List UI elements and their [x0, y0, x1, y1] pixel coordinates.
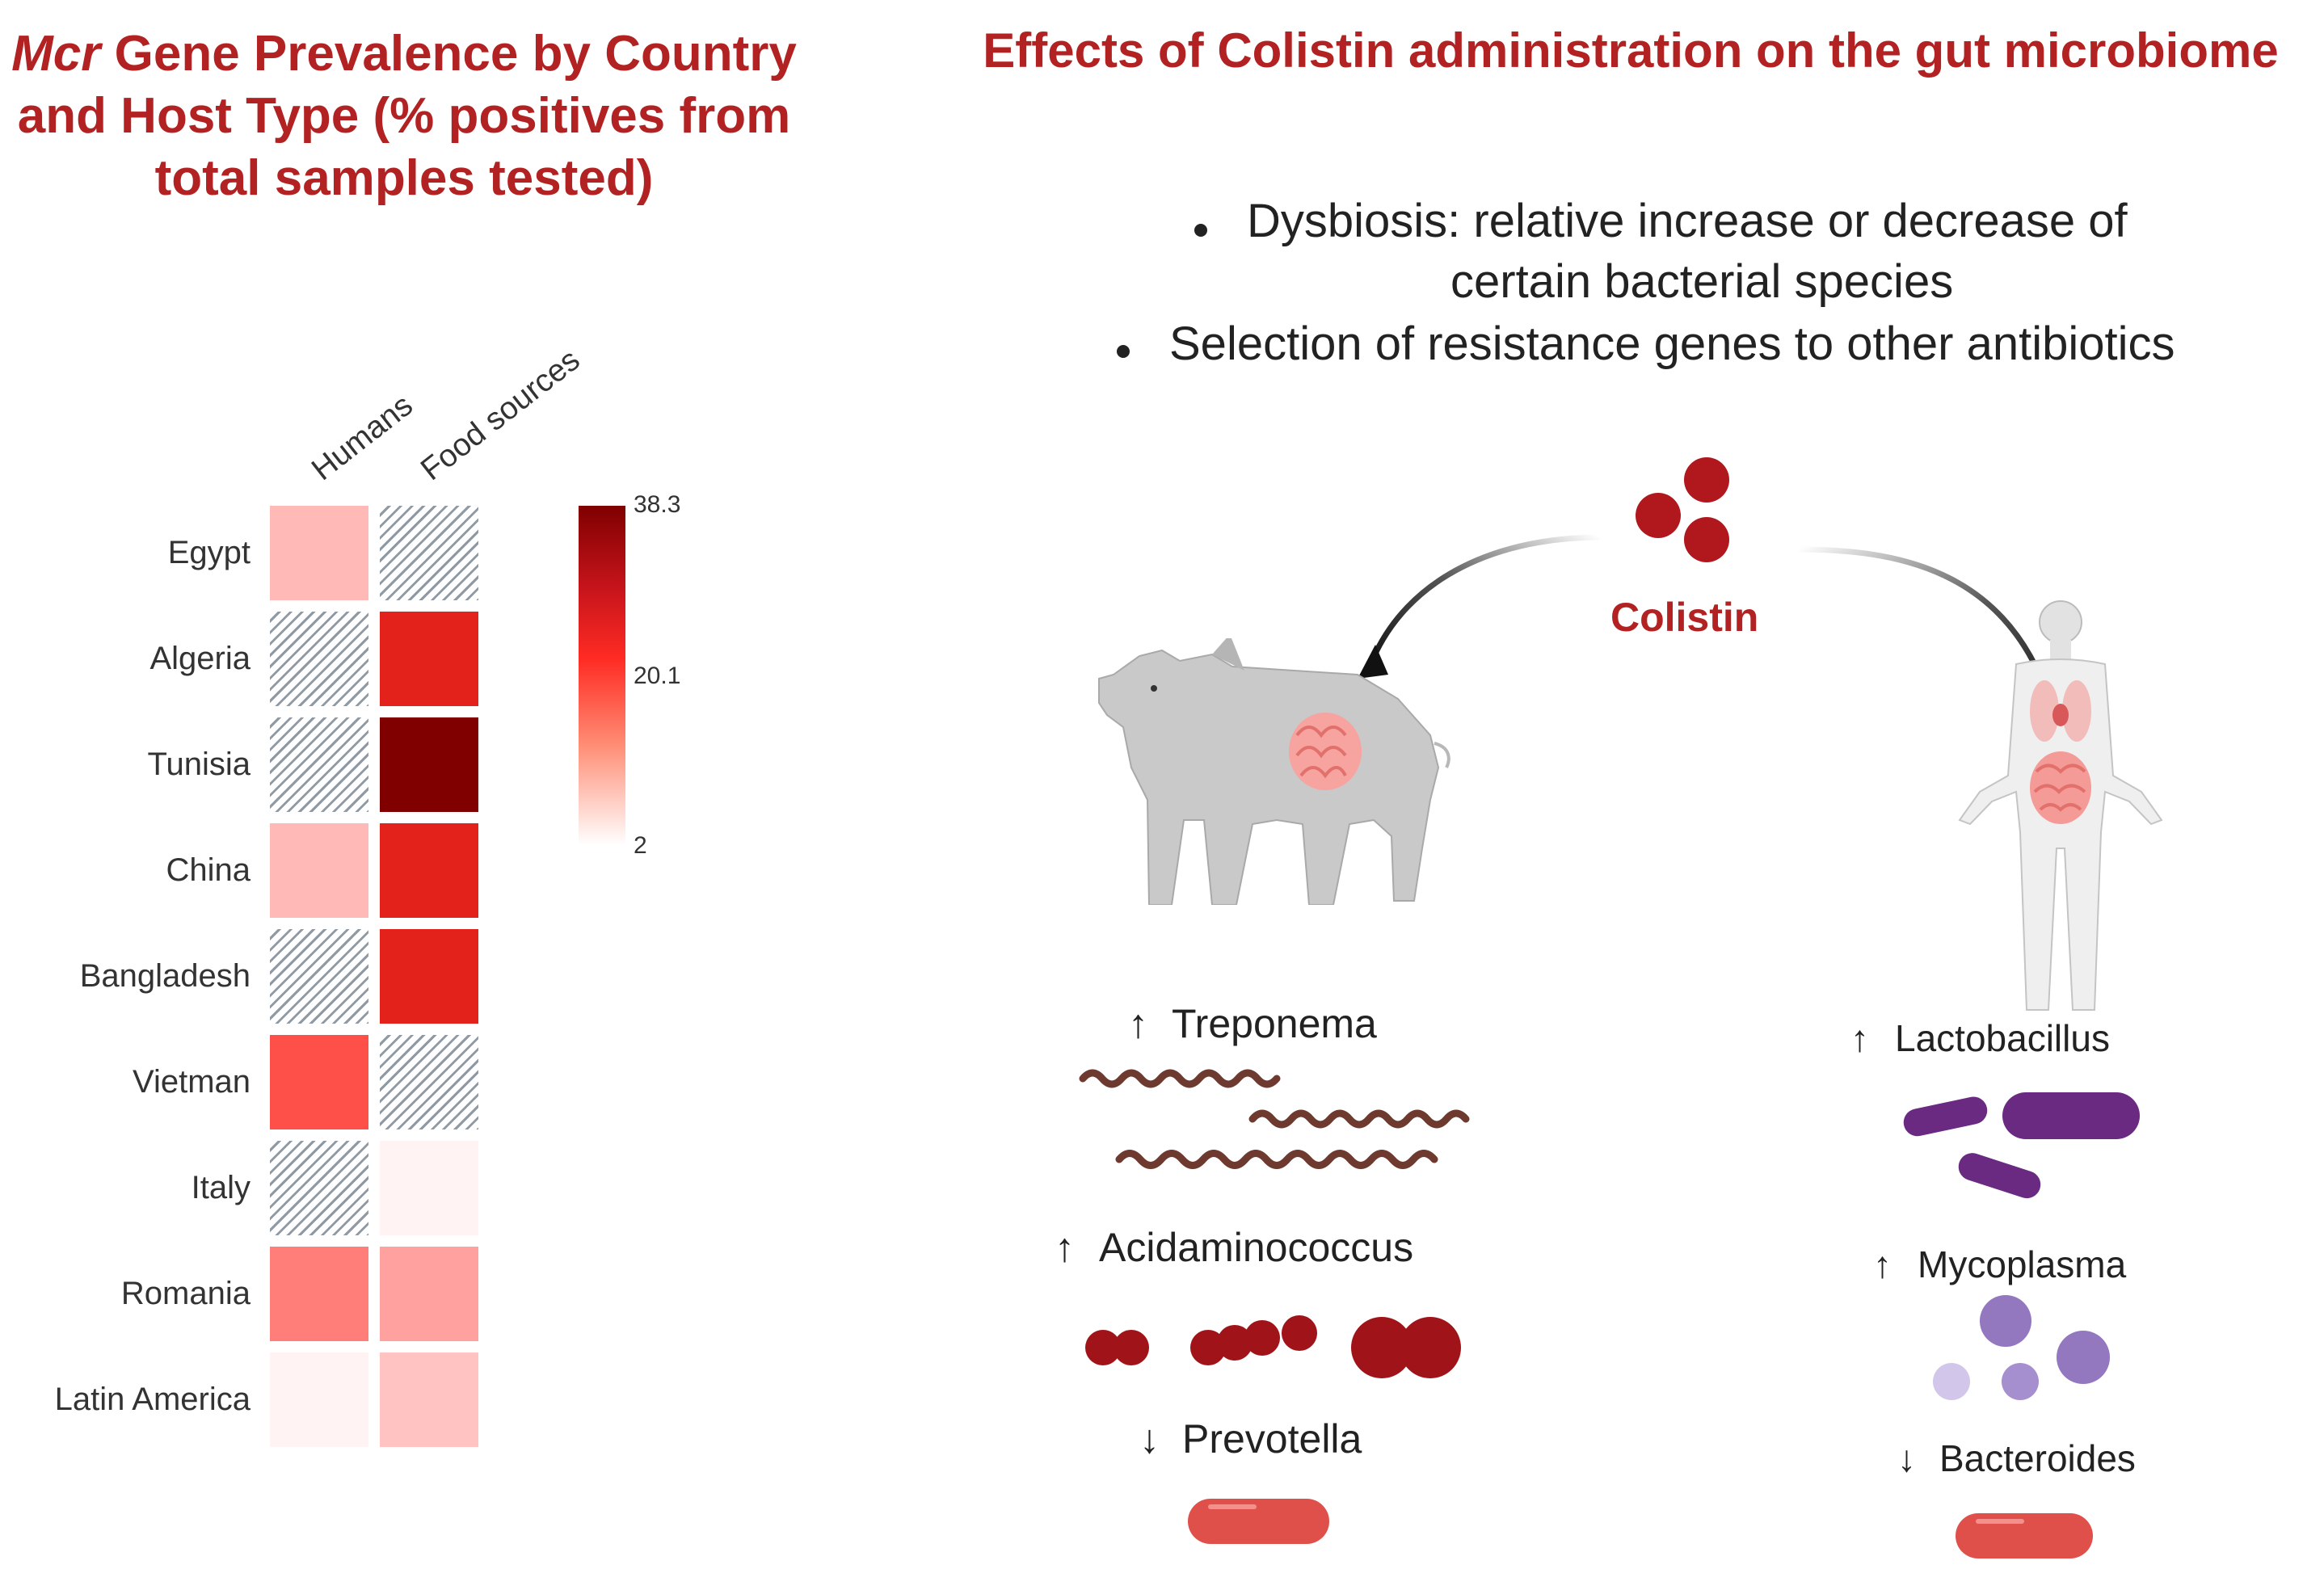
bullet-dot-2 — [1117, 345, 1130, 358]
colistin-molecule-icon — [1636, 457, 1729, 562]
bullet-1-line-1: Dysbiosis: relative increase or decrease… — [1247, 195, 2128, 247]
heatmap-cell-latin-america-humans — [270, 1352, 368, 1447]
heatmap-cell-romania-food-sources — [380, 1247, 478, 1341]
column-label-food-sources: Food sources — [414, 342, 587, 488]
row-label-vietman: Vietman — [132, 1064, 251, 1100]
row-label-china: China — [166, 852, 251, 888]
heatmap-cell-egypt-humans — [270, 506, 368, 600]
pig-taxon-3-name: Prevotella — [1182, 1416, 1362, 1462]
colorbar-tick-min: 2 — [634, 832, 647, 859]
arrow-to-pig — [1366, 534, 1601, 668]
acidaminococcus-icon — [1085, 1315, 1461, 1378]
heatmap-cell-italy-humans — [270, 1141, 368, 1235]
colistin-label: Colistin — [1610, 595, 1759, 640]
heatmap-cell-latin-america-food-sources — [380, 1352, 478, 1447]
row-label-italy: Italy — [191, 1170, 251, 1205]
row-label-tunisia: Tunisia — [147, 747, 251, 782]
row-label-latin-america: Latin America — [54, 1382, 251, 1417]
human-gut-icon — [2030, 751, 2091, 824]
prevotella-icon — [1188, 1499, 1329, 1544]
human-body-icon — [1958, 600, 2163, 1011]
colorbar-tick-mid: 20.1 — [634, 662, 681, 689]
human-taxon-1-arrow: ↑ — [1850, 1017, 1869, 1059]
heatmap-cell-vietman-food-sources — [380, 1035, 478, 1129]
pig-icon — [1098, 638, 1450, 905]
row-label-algeria: Algeria — [149, 641, 251, 676]
arrow-to-pig-head — [1358, 645, 1388, 679]
bullet-1-line-2: certain bacterial species — [1450, 255, 1954, 308]
pig-taxon-3-arrow: ↓ — [1139, 1416, 1160, 1462]
heatmap-cell-algeria-food-sources — [380, 612, 478, 706]
heatmap-title-italic: Mcr — [11, 26, 101, 82]
heatmap-cell-china-humans — [270, 823, 368, 918]
human-taxon-3-name: Bacteroides — [1939, 1437, 2136, 1479]
colorbar — [579, 506, 625, 845]
treponema-icon — [1079, 1069, 1470, 1169]
heatmap-cell-bangladesh-food-sources — [380, 929, 478, 1024]
human-taxon-3-arrow: ↓ — [1897, 1437, 1916, 1479]
heatmap-cell-bangladesh-humans — [270, 929, 368, 1024]
bullet-2: Selection of resistance genes to other a… — [1169, 318, 2175, 370]
row-label-egypt: Egypt — [167, 535, 251, 570]
pig-gut-icon — [1289, 713, 1362, 790]
heatmap-cell-china-food-sources — [380, 823, 478, 918]
heatmap-cell-algeria-humans — [270, 612, 368, 706]
pig-taxon-1-name: Treponema — [1172, 1001, 1377, 1046]
pig-taxon-2-name: Acidaminococcus — [1099, 1225, 1414, 1270]
bacteroides-icon — [1956, 1513, 2093, 1558]
heatmap-cell-romania-humans — [270, 1247, 368, 1341]
heatmap-cell-tunisia-food-sources — [380, 717, 478, 812]
row-label-bangladesh: Bangladesh — [79, 958, 251, 994]
row-label-romania: Romania — [120, 1276, 251, 1311]
lactobacillus-icon — [1903, 1092, 2140, 1199]
colorbar-tick-max: 38.3 — [634, 491, 681, 518]
heatmap-cell-egypt-food-sources — [380, 506, 478, 600]
human-taxon-1-name: Lactobacillus — [1895, 1017, 2110, 1059]
pig-taxon-2-arrow: ↑ — [1055, 1225, 1075, 1270]
pig-taxon-1-arrow: ↑ — [1128, 1001, 1148, 1046]
panel-title: Effects of Colistin administration on th… — [983, 23, 2279, 78]
bullet-dot-1 — [1194, 224, 1207, 237]
mycoplasma-icon — [1933, 1295, 2110, 1400]
heatmap-cell-vietman-humans — [270, 1035, 368, 1129]
heatmap-cell-italy-food-sources — [380, 1141, 478, 1235]
heatmap-title-rest: Gene Prevalence by Country and Host Type… — [17, 26, 797, 206]
human-taxon-2-name: Mycoplasma — [1918, 1243, 2127, 1285]
heatmap-cell-tunisia-humans — [270, 717, 368, 812]
column-label-humans: Humans — [305, 387, 419, 488]
heatmap-title: Mcr Gene Prevalence by Country and Host … — [0, 23, 808, 209]
human-taxon-2-arrow: ↑ — [1873, 1243, 1892, 1285]
